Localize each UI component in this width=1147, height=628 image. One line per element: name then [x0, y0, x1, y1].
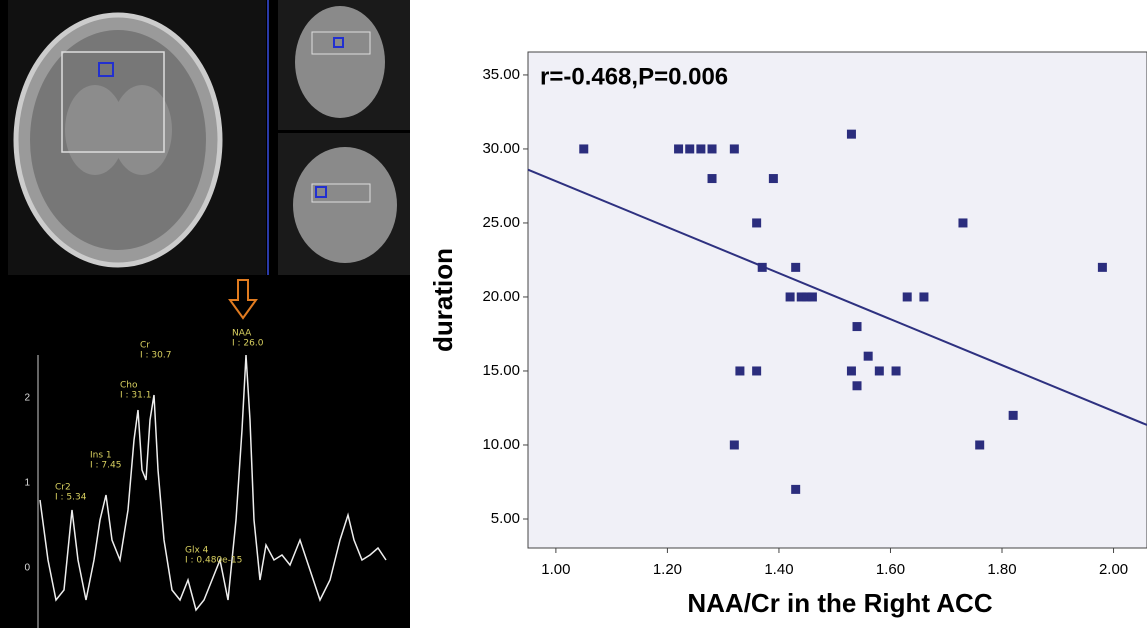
fit-line [527, 168, 1147, 426]
y-axis-label: duration [428, 248, 458, 352]
peak-label: I : 31.1 [120, 391, 151, 401]
y-tick-label: 35.00 [482, 66, 520, 83]
point [685, 144, 695, 154]
peak-name: NAA [232, 329, 252, 339]
plot-area [527, 51, 1147, 549]
point [752, 366, 762, 376]
spectrum-tick-label: 0 [24, 563, 30, 574]
point [807, 292, 817, 302]
peak-name: Glx 4 [185, 546, 209, 556]
peak-label: I : 26.0 [232, 339, 264, 349]
point [768, 174, 778, 184]
point [852, 322, 862, 332]
point [785, 292, 795, 302]
point [729, 144, 739, 154]
point [674, 144, 684, 154]
y-tick-label: 15.00 [482, 362, 520, 379]
point [707, 174, 717, 184]
x-tick-label: 1.60 [876, 561, 905, 578]
peak-label: I : 0.480e-15 [185, 556, 242, 566]
y-tick-label: 30.00 [482, 140, 520, 157]
point [1008, 410, 1018, 420]
point [791, 484, 801, 494]
x-tick-label: 1.00 [541, 561, 570, 578]
point [1097, 262, 1107, 272]
point [752, 218, 762, 228]
spectrum-tick-label: 1 [24, 478, 30, 489]
point [696, 144, 706, 154]
x-tick-label: 1.80 [987, 561, 1016, 578]
peak-name: Cho [120, 381, 138, 391]
peak-label: I : 7.45 [90, 461, 121, 471]
x-tick-label: 1.20 [653, 561, 682, 578]
x-axis-label: NAA/Cr in the Right ACC [687, 588, 992, 618]
peak-name: Cr2 [55, 483, 71, 493]
peak-label: I : 5.34 [55, 493, 87, 503]
point [919, 292, 929, 302]
point [874, 366, 884, 376]
point [707, 144, 717, 154]
y-tick-label: 25.00 [482, 214, 520, 231]
point [846, 129, 856, 139]
peak-label: I : 30.7 [140, 351, 171, 361]
point [579, 144, 589, 154]
point [802, 292, 812, 302]
x-tick-label: 2.00 [1099, 561, 1128, 578]
y-tick-label: 10.00 [482, 436, 520, 453]
point [852, 381, 862, 391]
mri-panel [0, 0, 410, 628]
point [796, 292, 806, 302]
point [791, 262, 801, 272]
point [975, 440, 985, 450]
y-tick-label: 20.00 [482, 288, 520, 305]
point [958, 218, 968, 228]
point [735, 366, 745, 376]
annotation: r=-0.468,P=0.006 [540, 63, 728, 90]
peak-name: Cr [140, 341, 150, 351]
point [757, 262, 767, 272]
spectrum-tick-label: 2 [24, 393, 30, 404]
point [863, 351, 873, 361]
point [729, 440, 739, 450]
point [891, 366, 901, 376]
y-tick-label: 5.00 [491, 510, 520, 527]
x-tick-label: 1.40 [764, 561, 793, 578]
point [902, 292, 912, 302]
point [846, 366, 856, 376]
peak-name: Ins 1 [90, 451, 112, 461]
